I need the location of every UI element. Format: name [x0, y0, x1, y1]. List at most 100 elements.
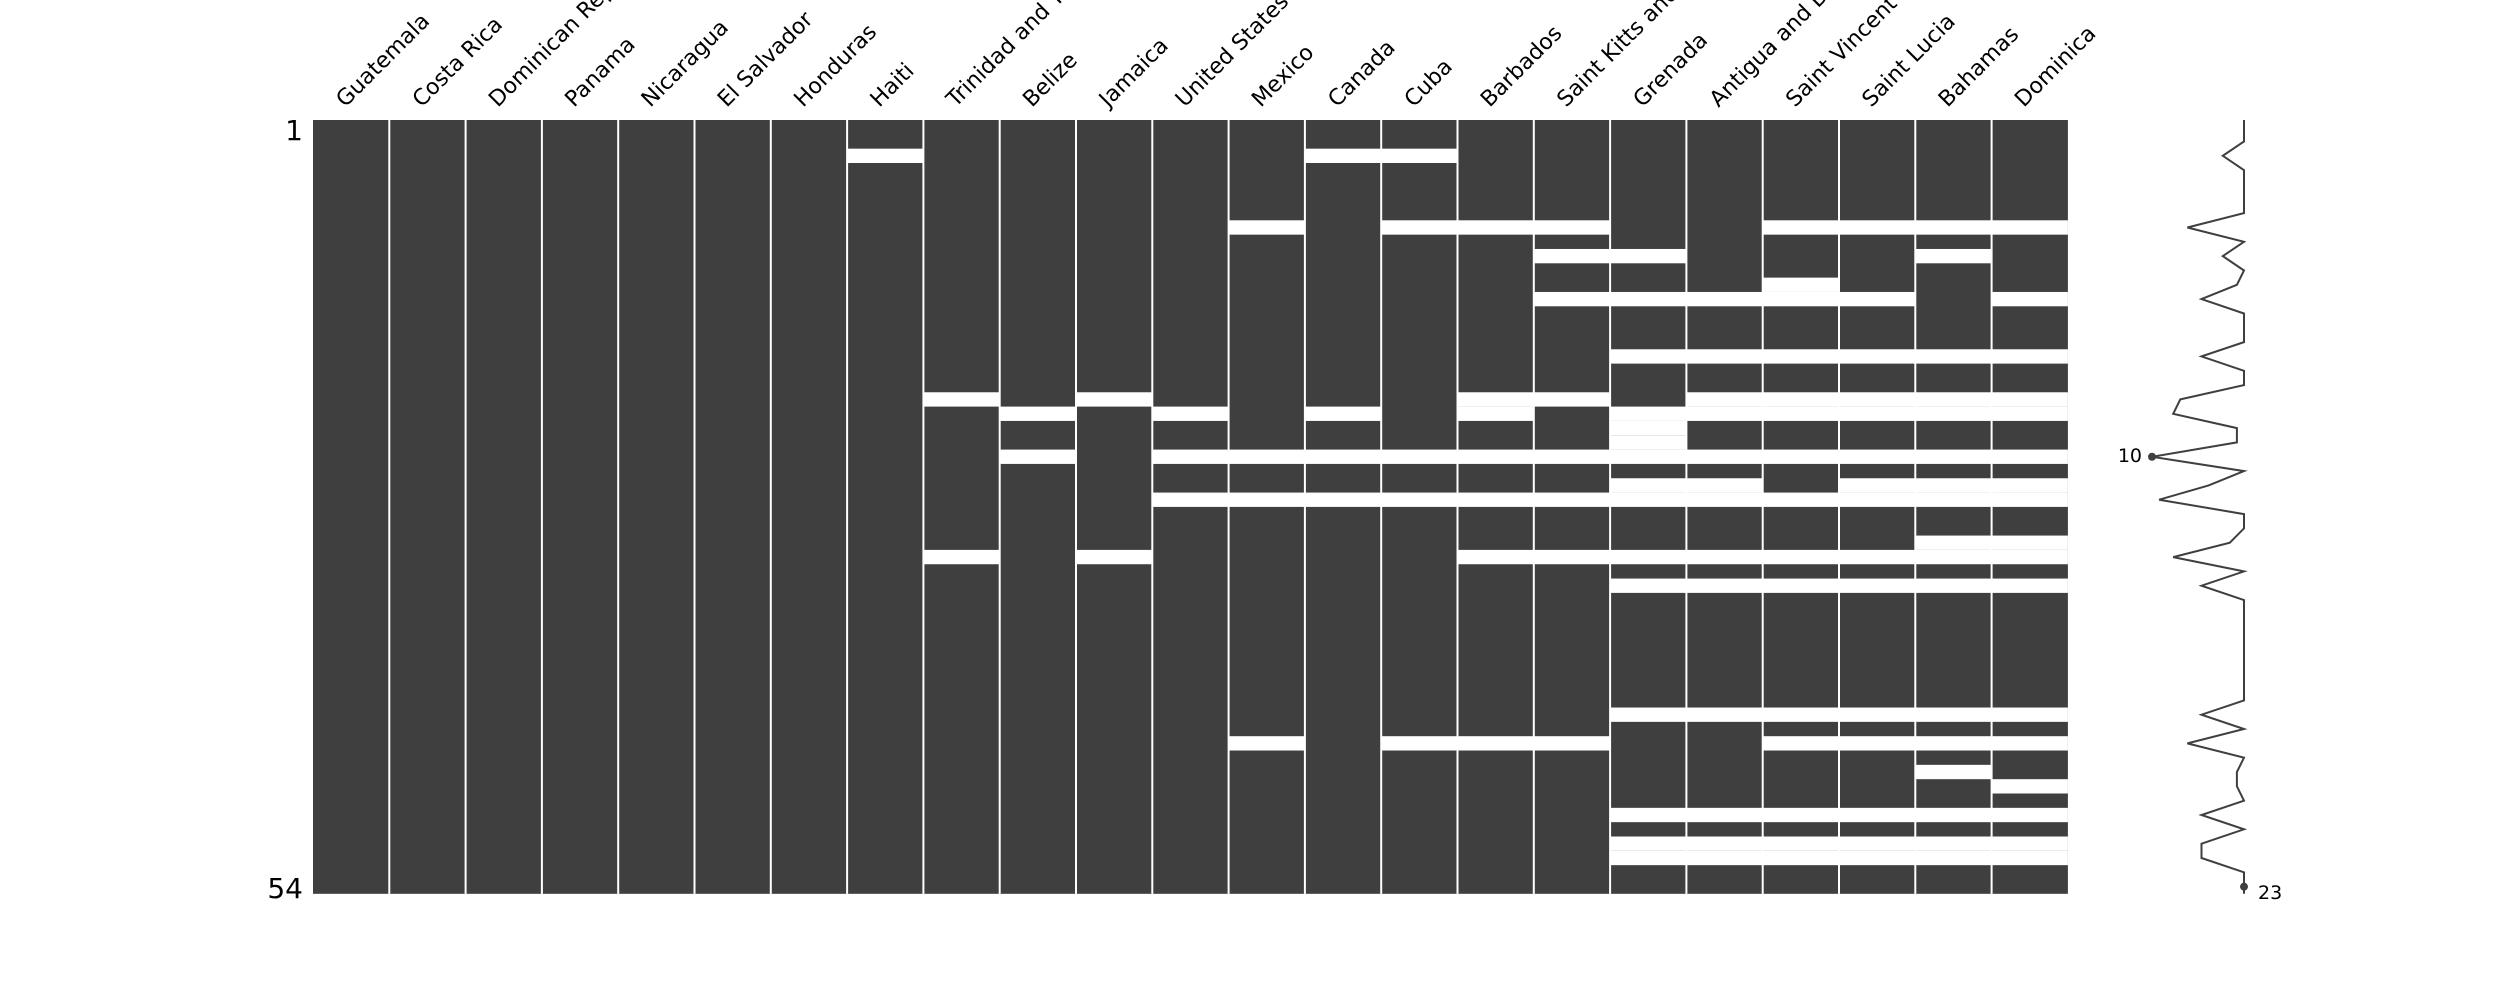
missing-cell [1762, 850, 1839, 866]
missing-cell [1915, 836, 1992, 851]
missing-cell [999, 406, 1076, 421]
missing-cell [1915, 449, 1992, 464]
missing-cell [1991, 707, 2068, 722]
missing-cell [1610, 578, 1687, 593]
sparkline-path [2151, 120, 2248, 894]
column-bar [1381, 120, 1458, 894]
missing-cell [1610, 850, 1687, 866]
missing-cell [1839, 492, 1916, 507]
missing-cell [1915, 392, 1992, 407]
missing-cell [1457, 549, 1534, 565]
column-label: Belize [1018, 48, 1082, 112]
column-bar [541, 120, 619, 894]
column-bar [618, 120, 695, 894]
missing-cell [1610, 807, 1687, 823]
missing-cell [1839, 836, 1916, 851]
missing-cell [1533, 291, 1611, 307]
missing-cell [1991, 291, 2068, 307]
missing-cell [1533, 220, 1611, 235]
missing-cell [1991, 578, 2068, 593]
missing-cell [1304, 148, 1382, 163]
column-bar [1304, 120, 1382, 894]
column-bar [1686, 120, 1763, 894]
missing-cell [1610, 420, 1687, 436]
missing-cell [923, 549, 1000, 565]
column-label: Dominica [2010, 21, 2101, 112]
missing-cell [1610, 291, 1687, 307]
sparkline-max-label: 23 [2258, 882, 2282, 904]
missing-cell [1457, 220, 1534, 235]
missing-cell [1381, 220, 1458, 235]
missing-cell [1839, 392, 1916, 407]
missing-cell [1915, 349, 1992, 364]
missing-cell [1762, 578, 1839, 593]
missing-cell [1533, 549, 1611, 565]
missing-cell [1686, 578, 1763, 593]
missing-cell [1915, 406, 1992, 421]
row-label-first: 1 [285, 114, 303, 147]
missing-cell [1839, 850, 1916, 866]
missing-cell [1686, 492, 1763, 507]
missing-cell [1839, 736, 1916, 751]
missing-cell [1610, 492, 1687, 507]
missing-cell [1457, 736, 1534, 751]
missing-cell [1533, 449, 1611, 464]
column-bar [999, 120, 1076, 894]
missing-cell [1915, 707, 1992, 722]
missing-cell [1228, 492, 1305, 507]
missing-cell [1762, 349, 1839, 364]
missing-cell [1839, 291, 1916, 307]
missing-cell [1915, 807, 1992, 823]
missing-cell [847, 148, 924, 163]
missing-cell [1610, 478, 1687, 493]
missing-cell [1991, 392, 2068, 407]
missing-cell [1076, 392, 1153, 407]
missing-cell [1991, 836, 2068, 851]
missing-cell [1381, 449, 1458, 464]
missing-cell [1991, 478, 2068, 493]
column-label: Mexico [1247, 40, 1319, 112]
column-label: Haiti [866, 59, 920, 113]
missing-cell [1457, 392, 1534, 407]
row-completeness-sparkline [2148, 120, 2248, 894]
column-bar [1076, 120, 1153, 894]
missing-cell [1839, 220, 1916, 235]
missing-cell [1762, 220, 1839, 235]
missing-cell [1076, 549, 1153, 565]
missing-cell [1152, 406, 1229, 421]
missing-cell [1991, 850, 2068, 866]
missing-cell [1228, 736, 1305, 751]
missing-cell [1228, 449, 1305, 464]
column-bar [389, 120, 466, 894]
missing-cell [1686, 850, 1763, 866]
missing-cell [1533, 492, 1611, 507]
missing-cell [1991, 549, 2068, 565]
missing-cell [1457, 449, 1534, 464]
missing-cell [1610, 435, 1687, 450]
missing-cell [1533, 392, 1611, 407]
column-bar [1839, 120, 1916, 894]
missing-cell [999, 449, 1076, 464]
missing-cell [1915, 850, 1992, 866]
column-bar [770, 120, 848, 894]
missing-cell [1686, 406, 1763, 421]
column-bar [923, 120, 1000, 894]
missing-cell [1991, 736, 2068, 751]
column-label: Cuba [1400, 54, 1458, 112]
missing-cell [1304, 492, 1382, 507]
missing-cell [1686, 836, 1763, 851]
missing-cell [1762, 392, 1839, 407]
missing-cell [1991, 220, 2068, 235]
missing-cell [1915, 220, 1992, 235]
column-bar [313, 120, 390, 894]
missing-cell [1991, 535, 2068, 550]
missing-cell [1991, 779, 2068, 794]
missing-cell [1762, 291, 1839, 307]
missing-cell [1991, 406, 2068, 421]
missing-cell [923, 392, 1000, 407]
missing-cell [1686, 291, 1763, 307]
sparkline-max-marker [2240, 882, 2248, 891]
missing-cell [1610, 549, 1687, 565]
